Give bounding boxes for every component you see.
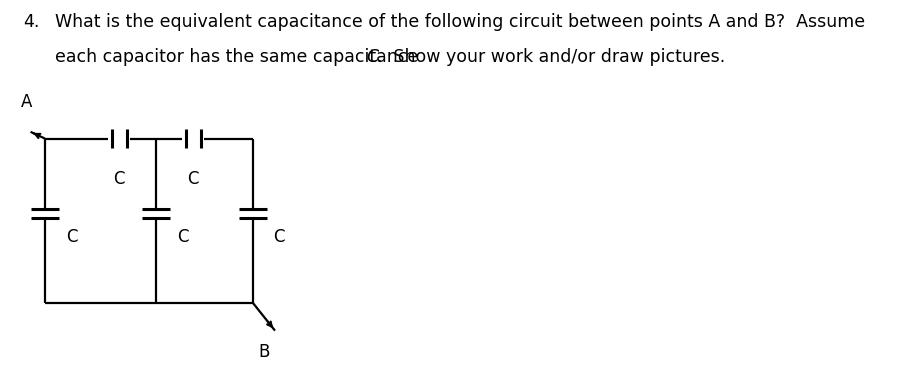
Text: What is the equivalent capacitance of the following circuit between points A and: What is the equivalent capacitance of th…: [54, 13, 864, 31]
Text: C: C: [177, 228, 188, 246]
Text: each capacitor has the same capacitance: each capacitor has the same capacitance: [54, 48, 423, 66]
Text: C: C: [113, 170, 125, 188]
Text: C: C: [66, 228, 77, 246]
Text: A: A: [21, 93, 33, 111]
Text: B: B: [258, 343, 270, 361]
Text: .  Show your work and/or draw pictures.: . Show your work and/or draw pictures.: [378, 48, 726, 66]
Text: 4.: 4.: [23, 13, 39, 31]
Text: C: C: [367, 48, 379, 66]
Text: C: C: [274, 228, 285, 246]
Text: C: C: [188, 170, 199, 188]
